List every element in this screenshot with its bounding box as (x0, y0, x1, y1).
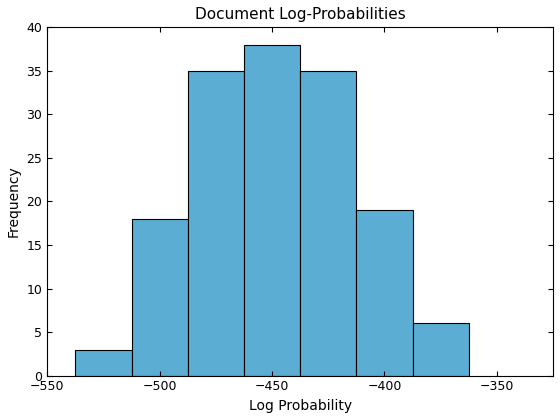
Bar (188, 71, 244, 375)
Bar (413, 323, 469, 375)
Bar (356, 210, 413, 375)
Bar (244, 45, 300, 375)
Bar (76, 349, 132, 375)
Bar (300, 71, 356, 375)
X-axis label: Log Probability: Log Probability (249, 399, 352, 413)
Y-axis label: Frequency: Frequency (7, 165, 21, 237)
Bar (132, 219, 188, 375)
Title: Document Log-Probabilities: Document Log-Probabilities (195, 7, 405, 22)
